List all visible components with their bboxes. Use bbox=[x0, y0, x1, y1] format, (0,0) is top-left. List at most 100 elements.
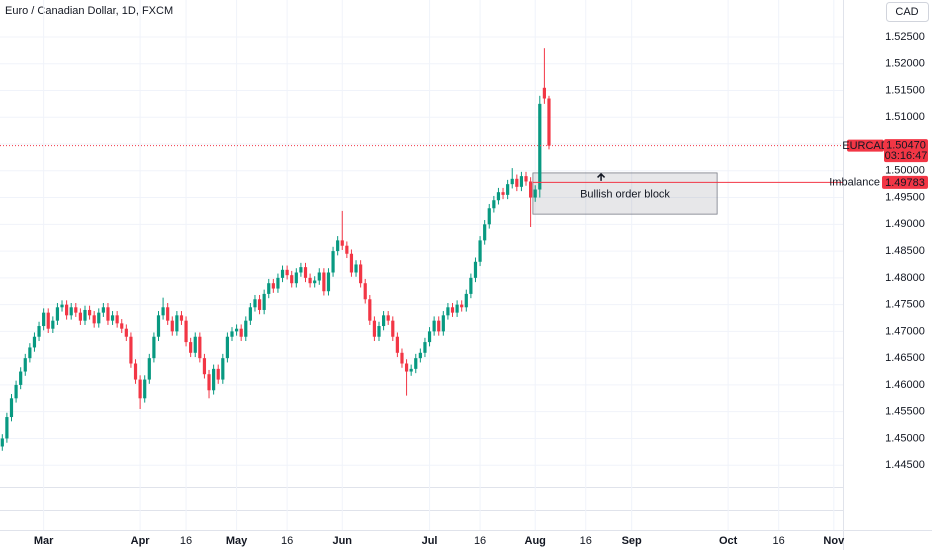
x-tick-label: May bbox=[226, 535, 248, 547]
candle-body bbox=[441, 315, 445, 332]
y-tick-label: 1.48500 bbox=[885, 245, 925, 257]
imbalance-price: 1.49783 bbox=[885, 177, 925, 189]
x-tick-label: Oct bbox=[719, 535, 738, 547]
candle-body bbox=[450, 307, 455, 313]
candle-body bbox=[404, 363, 409, 372]
candle-body bbox=[496, 192, 501, 201]
candle-body bbox=[515, 178, 519, 187]
candle-body bbox=[280, 269, 285, 278]
candle-body bbox=[478, 240, 482, 262]
candle-body bbox=[547, 98, 551, 146]
candle-body bbox=[170, 320, 174, 332]
candle-body bbox=[510, 178, 514, 185]
order-block bbox=[532, 172, 718, 215]
currency-button[interactable] bbox=[886, 2, 929, 22]
candle-body bbox=[345, 245, 349, 254]
candle-body bbox=[19, 371, 23, 385]
candle-body bbox=[239, 328, 243, 337]
y-tick-label: 1.50000 bbox=[885, 165, 925, 177]
candle-body bbox=[437, 320, 441, 332]
candle-body bbox=[317, 272, 321, 281]
candle-body bbox=[179, 315, 184, 321]
candle-body bbox=[120, 323, 124, 329]
candle-body bbox=[32, 336, 37, 348]
countdown-label: 03:16:47 bbox=[885, 150, 928, 162]
candle-body bbox=[23, 358, 27, 372]
symbol-tag bbox=[847, 139, 884, 152]
candle-body bbox=[106, 307, 110, 321]
candle-body bbox=[446, 307, 450, 316]
x-tick-label: 16 bbox=[773, 535, 785, 547]
symbol-label: EURCAD bbox=[842, 140, 889, 152]
candle-body bbox=[69, 307, 73, 316]
candle-body bbox=[9, 398, 14, 418]
candle-body bbox=[55, 307, 60, 321]
candle-body bbox=[129, 336, 133, 364]
candle-body bbox=[487, 208, 491, 225]
x-tick-label: 16 bbox=[180, 535, 192, 547]
candle-body bbox=[198, 336, 202, 359]
x-tick-label: Apr bbox=[131, 535, 151, 547]
last-price-tag bbox=[884, 139, 928, 163]
imbalance-tag bbox=[882, 175, 928, 189]
candle-body bbox=[212, 368, 216, 391]
candle-body bbox=[506, 184, 510, 195]
candle-body bbox=[216, 368, 220, 380]
candle-body bbox=[359, 264, 363, 284]
candle-body bbox=[225, 336, 230, 359]
candle-body bbox=[248, 307, 252, 321]
candle-body bbox=[349, 253, 354, 273]
candle-body bbox=[37, 326, 41, 337]
candle-body bbox=[0, 438, 4, 447]
candle-body bbox=[28, 347, 32, 359]
candle-body bbox=[455, 304, 459, 313]
candle-body bbox=[92, 315, 96, 324]
candle-body bbox=[409, 368, 413, 372]
candle-body bbox=[432, 320, 436, 332]
candle-body bbox=[326, 272, 331, 292]
candle-body bbox=[290, 275, 294, 284]
candle-body bbox=[538, 103, 542, 190]
y-tick-label: 1.45500 bbox=[885, 406, 925, 418]
candle-body bbox=[189, 342, 193, 353]
candle-body bbox=[244, 320, 248, 337]
candle-body bbox=[124, 328, 128, 337]
y-tick-label: 1.49000 bbox=[885, 218, 925, 230]
x-tick-label: Jun bbox=[332, 535, 352, 547]
candle-body bbox=[464, 293, 468, 308]
x-tick-label: Mar bbox=[34, 535, 54, 547]
y-tick-label: 1.47500 bbox=[885, 299, 925, 311]
candle-body bbox=[262, 293, 266, 310]
x-tick-label: 16 bbox=[474, 535, 486, 547]
chart-title: Euro / Canadian Dollar, 1D, FXCM bbox=[5, 5, 173, 17]
candle-body bbox=[207, 374, 211, 391]
candle-body bbox=[87, 309, 92, 316]
y-tick-label: 1.52500 bbox=[885, 31, 925, 43]
x-tick-label: Sep bbox=[622, 535, 642, 547]
y-tick-label: 1.44500 bbox=[885, 459, 925, 471]
candle-body bbox=[5, 417, 9, 439]
candle-body bbox=[267, 283, 271, 294]
candle-body bbox=[542, 87, 546, 99]
y-tick-label: 1.45000 bbox=[885, 432, 925, 444]
candle-body bbox=[322, 272, 326, 292]
x-tick-label: Nov bbox=[823, 535, 845, 547]
candle-body bbox=[529, 181, 533, 198]
candle-body bbox=[423, 342, 427, 353]
candle-body bbox=[193, 336, 197, 353]
candle-body bbox=[533, 189, 537, 198]
candle-body bbox=[46, 312, 50, 329]
candle-body bbox=[147, 358, 151, 380]
candle-body bbox=[184, 320, 188, 343]
candle-body bbox=[473, 261, 478, 278]
candle-body bbox=[221, 358, 225, 380]
x-tick-label: Jul bbox=[422, 535, 438, 547]
candle-body bbox=[299, 267, 303, 273]
candle-body bbox=[492, 200, 496, 209]
candle-body bbox=[257, 299, 262, 310]
candle-body bbox=[60, 304, 64, 308]
candle-body bbox=[78, 312, 82, 321]
currency-label[interactable]: CAD bbox=[895, 6, 918, 18]
